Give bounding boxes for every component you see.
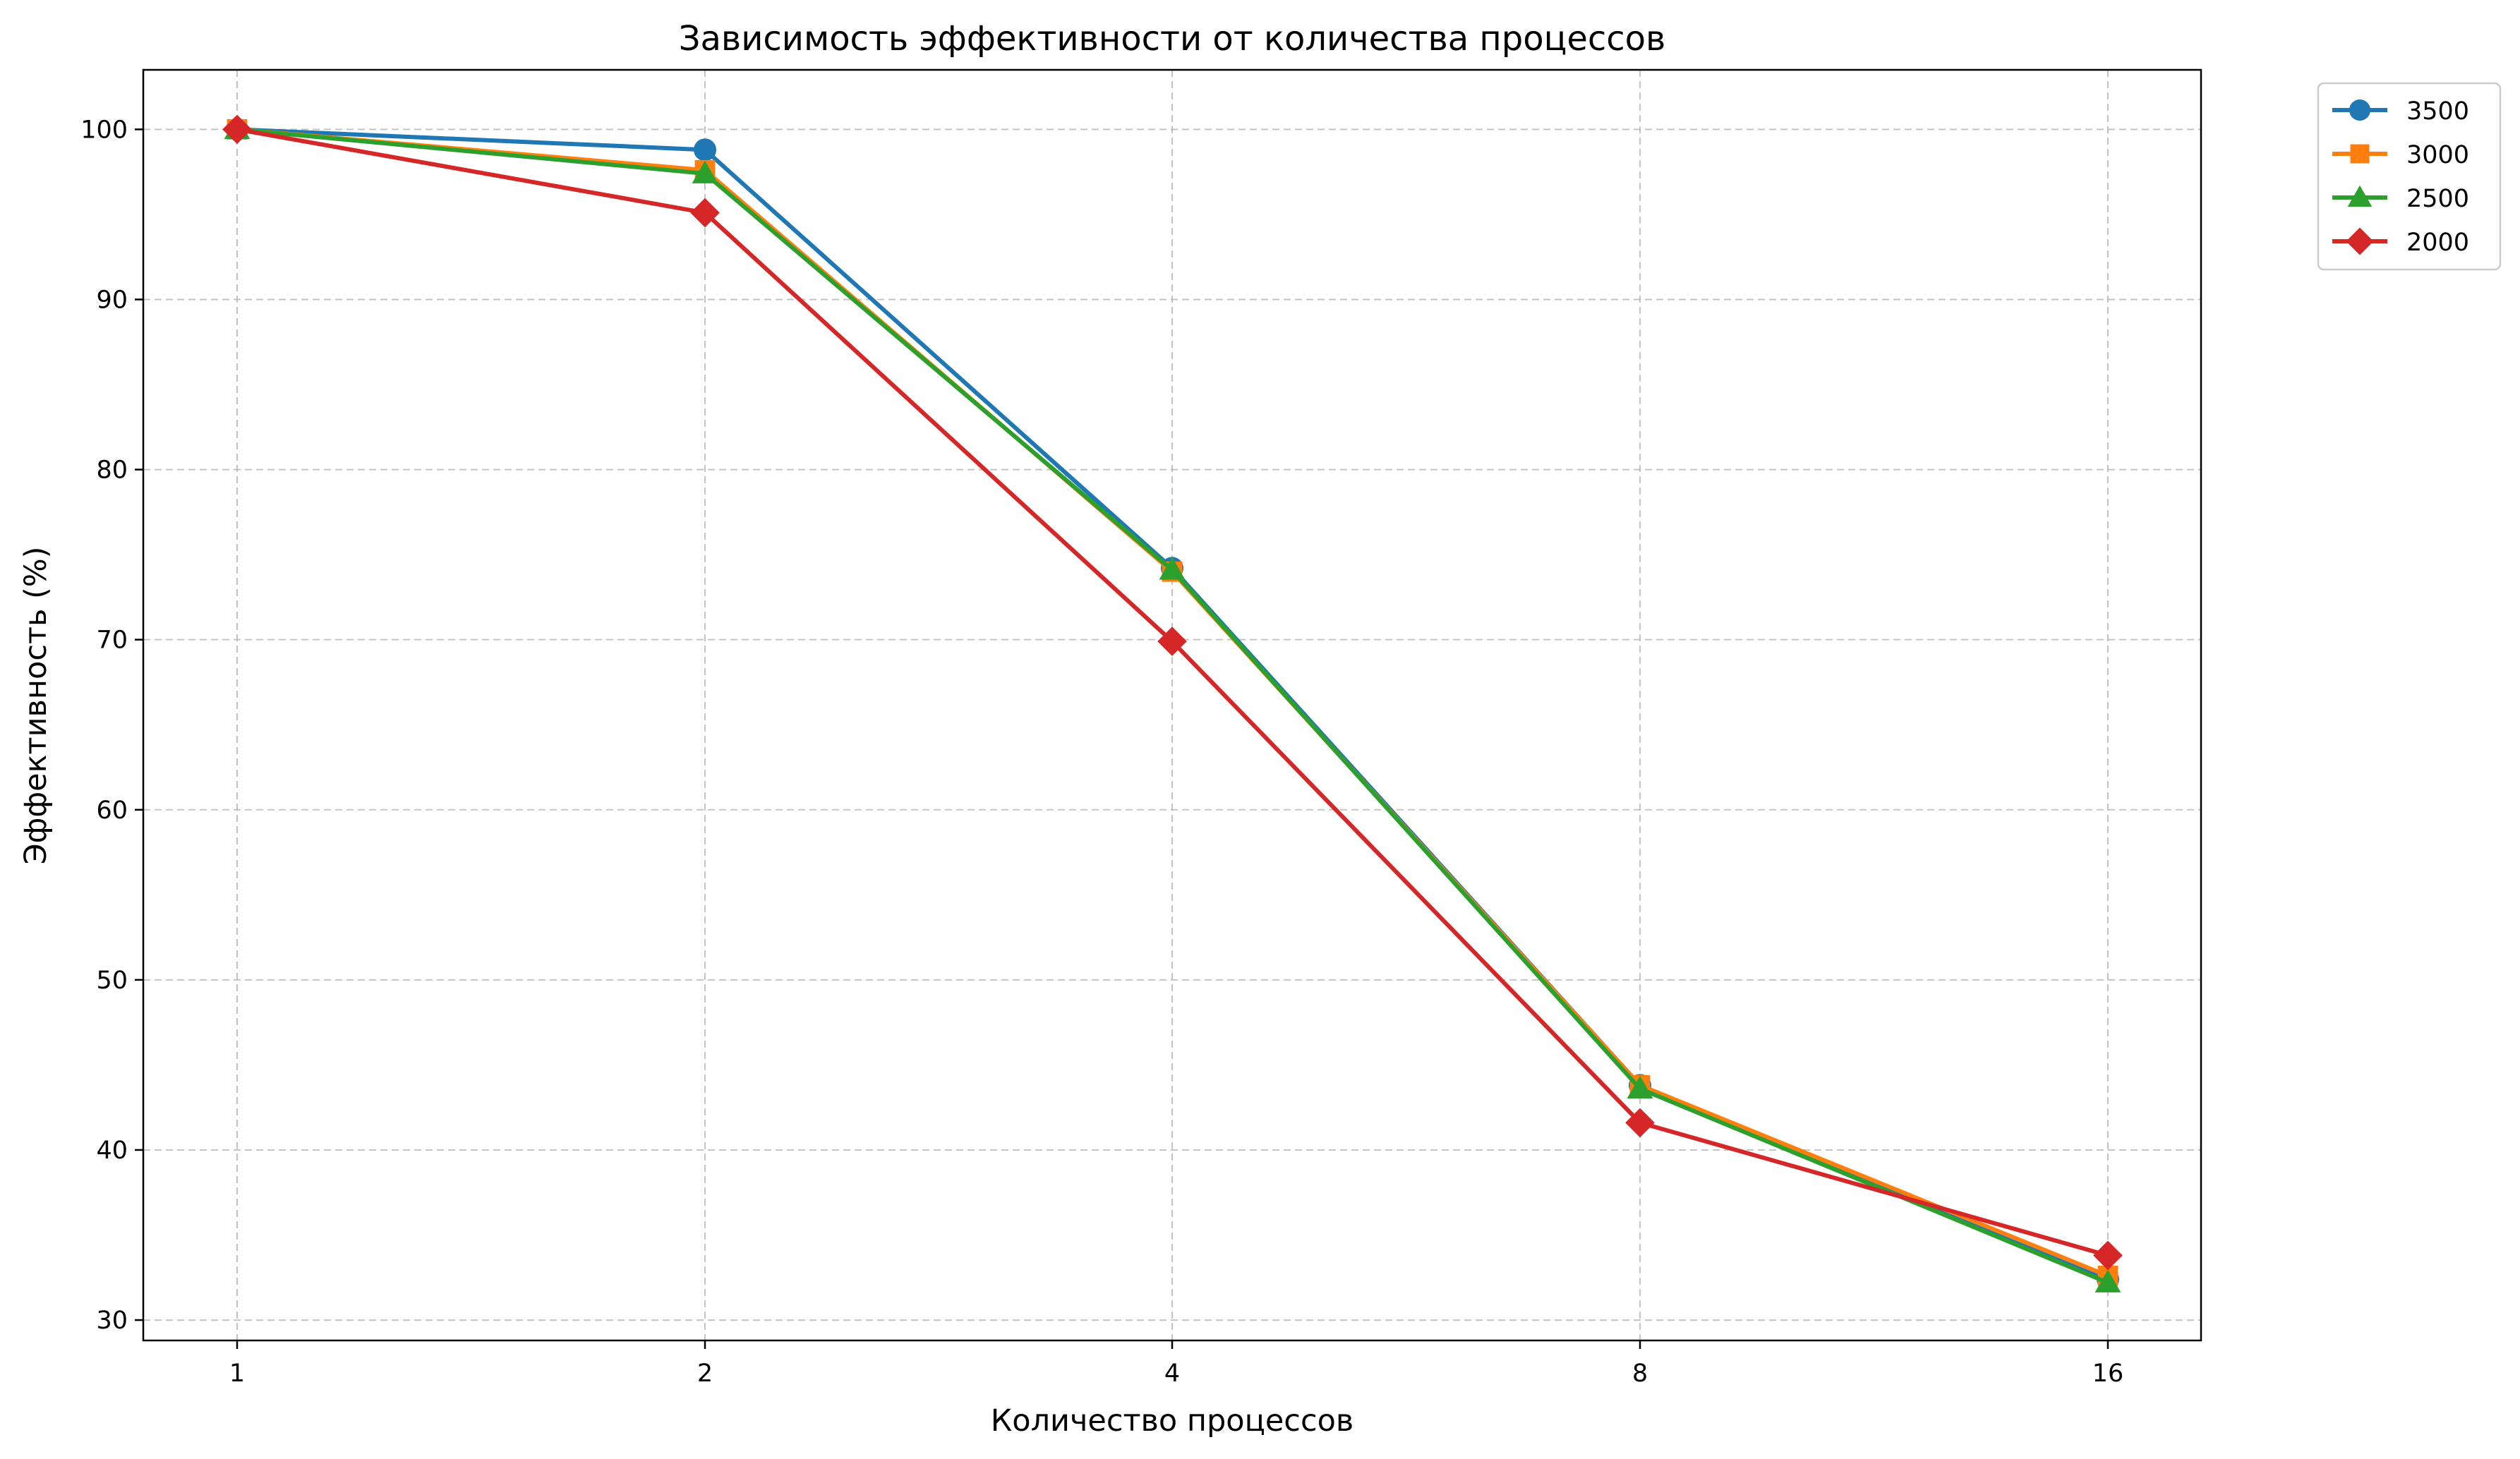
diamond-marker <box>1157 626 1187 656</box>
y-tick-label: 70 <box>96 626 128 655</box>
circle-marker <box>2349 99 2370 121</box>
y-tick-label: 30 <box>96 1307 128 1335</box>
grid <box>143 70 2201 1340</box>
triangle-marker <box>2094 1269 2121 1292</box>
y-tick-label: 90 <box>96 286 128 314</box>
x-tick-label: 16 <box>2092 1360 2124 1388</box>
chart-title: Зависимость эффективности от количества … <box>679 19 1666 59</box>
x-tick-label: 8 <box>1632 1360 1648 1388</box>
legend-item: 2500 <box>2332 185 2469 213</box>
y-tick-label: 40 <box>96 1137 128 1165</box>
x-tick-label: 2 <box>697 1360 713 1388</box>
y-tick-label: 100 <box>80 116 128 144</box>
diamond-marker <box>2346 227 2374 255</box>
y-tick-label: 80 <box>96 456 128 485</box>
series-lines <box>222 114 2123 1292</box>
x-tick-label: 4 <box>1164 1360 1180 1388</box>
y-tick-label: 50 <box>96 967 128 995</box>
circle-marker <box>694 138 716 162</box>
legend-label: 3500 <box>2406 97 2469 126</box>
diamond-marker <box>222 114 252 145</box>
triangle-marker <box>1627 1075 1653 1098</box>
y-tick-label: 60 <box>96 797 128 825</box>
legend-label: 2500 <box>2406 185 2469 213</box>
y-axis-label: Эффективность (%) <box>18 547 54 865</box>
axis-ticks: 1 2 4 8 16 30 40 50 60 70 80 90 100 <box>80 116 2123 1388</box>
legend-box <box>2317 82 2502 271</box>
diamond-marker <box>2093 1240 2123 1271</box>
legend-item: 2000 <box>2332 227 2469 257</box>
x-axis-label: Количество процессов <box>991 1403 1354 1439</box>
legend: 3500 3000 2500 2000 <box>2317 82 2502 271</box>
x-tick-label: 1 <box>229 1360 245 1388</box>
triangle-marker <box>692 160 718 183</box>
legend-label: 3000 <box>2406 141 2469 169</box>
legend-label: 2000 <box>2406 229 2469 257</box>
triangle-marker <box>2347 185 2373 207</box>
square-marker <box>2350 144 2370 164</box>
legend-item: 3000 <box>2332 141 2469 169</box>
triangle-marker <box>1159 557 1186 580</box>
diamond-marker <box>690 198 720 228</box>
legend-item: 3500 <box>2332 97 2469 126</box>
diamond-marker <box>1625 1108 1655 1138</box>
series-2000 <box>222 114 2123 1271</box>
